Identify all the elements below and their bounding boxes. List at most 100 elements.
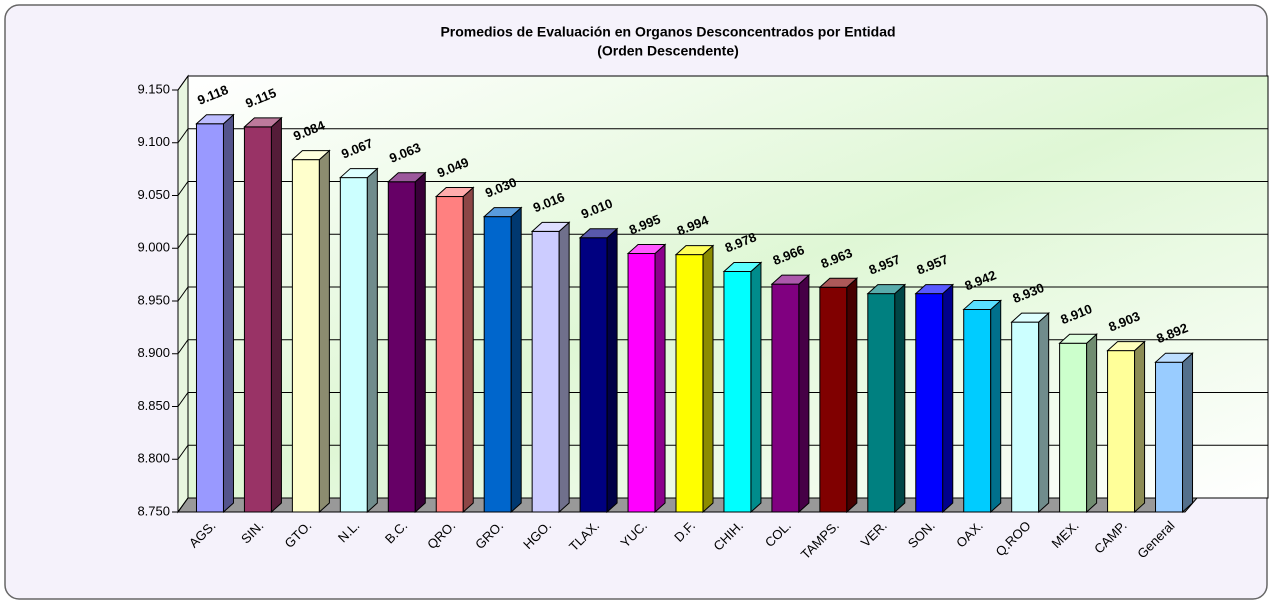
bar — [482, 206, 523, 514]
bar-front — [963, 308, 992, 513]
bar-front — [387, 181, 416, 513]
bar-front — [291, 159, 320, 513]
chart-title: Promedios de Evaluación en Organos Desco… — [440, 24, 895, 40]
bar — [1058, 333, 1098, 514]
bar-top — [866, 284, 907, 295]
bar-top — [626, 244, 667, 255]
bar-top — [818, 277, 859, 288]
bar-side — [1086, 333, 1098, 514]
bar-side — [846, 277, 858, 514]
bar-side — [654, 243, 666, 514]
bar-side — [1134, 340, 1146, 514]
bar-front — [339, 177, 368, 513]
bar-front — [243, 126, 272, 513]
bar — [386, 171, 427, 514]
grid-line — [177, 233, 1268, 249]
bar-side — [318, 149, 330, 514]
y-tick-label: 9.050 — [137, 187, 170, 202]
bar-side — [270, 116, 282, 514]
bar-side — [894, 283, 906, 514]
bar-top — [770, 274, 811, 285]
grid-line — [177, 128, 1268, 144]
bar-top — [482, 207, 523, 218]
grid-line — [177, 339, 1268, 355]
bar-front — [915, 293, 944, 513]
bar-front — [1107, 350, 1136, 513]
bar-top — [914, 284, 955, 295]
bar-front — [771, 283, 800, 513]
bar — [1154, 352, 1194, 514]
bar-top — [1058, 333, 1098, 344]
bar-side — [990, 299, 1002, 514]
bar-side — [222, 113, 234, 514]
bar — [1010, 311, 1050, 514]
bar — [434, 186, 475, 514]
bar-top — [339, 168, 379, 179]
bar — [578, 227, 619, 514]
bar-front — [195, 123, 224, 513]
bar — [339, 167, 379, 514]
y-tick-label: 8.750 — [137, 503, 170, 518]
bar — [962, 299, 1003, 514]
bar-top — [386, 172, 427, 183]
bar-front — [1011, 321, 1040, 513]
bar-front — [483, 216, 512, 513]
bar-side — [1182, 352, 1194, 514]
bar — [866, 283, 907, 514]
bar — [674, 244, 715, 514]
y-tick-label: 9.100 — [137, 134, 170, 149]
grid-line — [177, 392, 1268, 407]
bar-side — [1038, 311, 1050, 514]
bar — [914, 283, 955, 514]
grid-line — [177, 444, 1268, 460]
plot-area: 8.750 8.800 8.850 8.900 8.950 9.000 9.050 9.100… — [137, 74, 1269, 562]
bar — [626, 243, 667, 514]
y-tick-label: 8.800 — [137, 451, 170, 466]
bar-side — [942, 283, 954, 514]
bar-top — [674, 245, 715, 256]
bar — [1106, 340, 1146, 514]
bar-side — [606, 227, 618, 514]
bar-side — [798, 273, 810, 514]
bar — [770, 273, 811, 514]
bar — [243, 116, 283, 514]
bar-front — [1059, 342, 1088, 513]
y-tick-label: 8.950 — [137, 292, 170, 307]
grid-line — [177, 75, 1268, 91]
bar-front — [867, 293, 896, 513]
y-tick-label: 9.000 — [137, 240, 170, 255]
y-tick-label: 8.900 — [137, 345, 170, 360]
bar-side — [750, 261, 762, 514]
bar-front — [723, 270, 752, 513]
bar — [291, 149, 331, 514]
bar-front — [435, 196, 464, 513]
chart-subtitle: (Orden Descendente) — [597, 43, 739, 59]
bar — [722, 261, 763, 514]
grid-line — [177, 181, 1268, 196]
bar-front — [1155, 361, 1184, 513]
bar-top — [530, 221, 571, 232]
bar-front — [579, 237, 608, 513]
bar-side — [702, 244, 714, 514]
bar — [818, 277, 859, 514]
bar-top — [1010, 312, 1050, 323]
bar-side — [414, 171, 426, 514]
bar-top — [195, 114, 235, 125]
bar-front — [675, 254, 704, 513]
bar-side — [366, 167, 378, 514]
bar-top — [578, 228, 619, 239]
bar-front — [819, 286, 848, 513]
bar-top — [962, 299, 1003, 310]
bar-front — [531, 230, 560, 513]
bar-top — [722, 261, 763, 272]
bar-side — [558, 221, 570, 514]
bar-side — [462, 186, 474, 514]
y-tick-label: 9.150 — [137, 81, 170, 96]
bar-side — [510, 206, 522, 514]
grid-line — [177, 286, 1268, 302]
grid-line — [177, 497, 1268, 513]
bar — [195, 113, 235, 514]
y-tick-label: 8.850 — [137, 398, 170, 413]
bar-top — [1106, 341, 1146, 352]
